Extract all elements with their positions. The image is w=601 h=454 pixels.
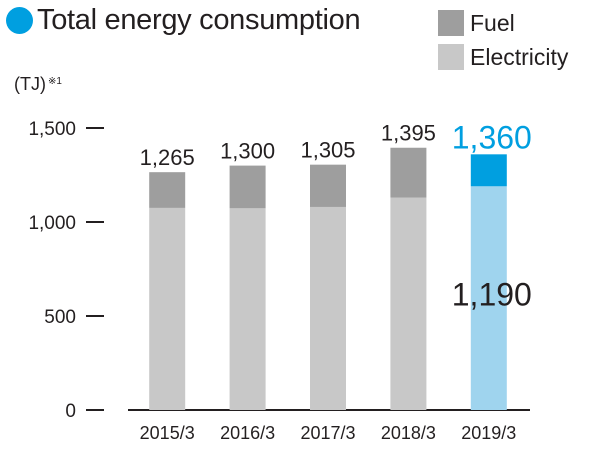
- bar-total-label: 1,300: [220, 139, 275, 164]
- legend-swatch-fuel: [438, 10, 464, 36]
- bar-electricity: [310, 206, 346, 410]
- bar-fuel: [470, 154, 507, 187]
- bar-fuel: [229, 165, 266, 209]
- bar-fuel: [149, 172, 186, 208]
- bar-total-label: 1,395: [381, 121, 436, 146]
- title-bullet-icon: [6, 7, 33, 34]
- bar-electricity: [390, 197, 427, 410]
- y-axis-unit-label: (TJ): [14, 74, 46, 94]
- x-tick-label: 2016/3: [220, 423, 275, 443]
- y-tick-label: 1,000: [28, 213, 76, 234]
- y-tick-label: 500: [44, 307, 76, 328]
- bar-segment-label: 1,190: [452, 276, 532, 312]
- legend-swatch-electricity: [438, 44, 464, 70]
- y-tick-label: 1,500: [28, 119, 76, 140]
- bar-fuel: [310, 164, 346, 207]
- x-tick-label: 2017/3: [300, 423, 355, 443]
- y-axis-unit: (TJ) ※1: [14, 74, 62, 95]
- bar-electricity: [229, 208, 266, 410]
- bar-electricity: [470, 186, 507, 410]
- legend-label-electricity: Electricity: [470, 43, 569, 70]
- y-axis-unit-note: ※1: [47, 76, 62, 87]
- legend-item-fuel: Fuel: [438, 6, 568, 40]
- bar-total-label: 1,305: [300, 138, 355, 163]
- y-tick-label: 0: [65, 401, 76, 422]
- x-tick-label: 2018/3: [381, 423, 436, 443]
- legend: Fuel Electricity: [438, 6, 568, 74]
- x-tick-label: 2019/3: [461, 423, 516, 443]
- x-tick-label: 2015/3: [140, 423, 195, 443]
- legend-label-fuel: Fuel: [470, 9, 515, 36]
- bar-total-label: 1,265: [140, 145, 195, 170]
- chart-title: Total energy consumption: [37, 4, 361, 36]
- bar-fuel: [390, 147, 427, 198]
- bar-electricity: [149, 207, 186, 410]
- bar-total-label: 1,360: [452, 119, 532, 155]
- legend-item-electricity: Electricity: [438, 40, 568, 74]
- chart-title-group: Total energy consumption: [6, 4, 361, 37]
